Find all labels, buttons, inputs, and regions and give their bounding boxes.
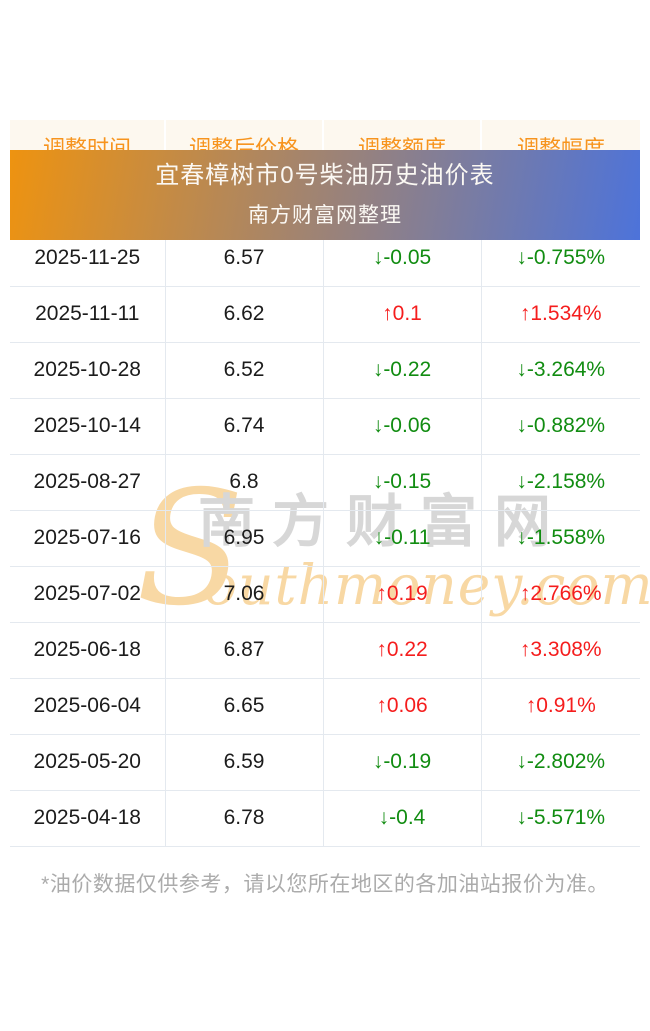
cell-change-amount: ↓-0.22	[322, 341, 481, 398]
cell-price-after: 6.62	[164, 285, 323, 342]
cell-price-after: 6.52	[164, 341, 323, 398]
cell-price-after: 6.8	[164, 453, 323, 510]
cell-adjust-date: 2025-06-18	[10, 621, 165, 678]
table-row: 2025-08-27 6.8 ↓-0.15 ↓-2.158%	[10, 453, 640, 510]
cell-price-after: 6.95	[164, 509, 323, 566]
cell-change-amount: ↓-0.19	[322, 733, 481, 790]
cell-change-amount: ↑0.22	[322, 621, 481, 678]
cell-change-pct: ↑1.534%	[480, 285, 640, 342]
cell-change-amount: ↓-0.06	[322, 397, 481, 454]
price-history-table: 调整时间 调整后价格 调整额度 调整幅度 2025-12-096.52↓-0.0…	[10, 120, 640, 847]
cell-change-pct: ↓-5.571%	[480, 789, 640, 847]
title-banner: 宜春樟树市0号柴油历史油价表 南方财富网整理	[10, 150, 640, 240]
disclaimer-note: *油价数据仅供参考，请以您所在地区的各加油站报价为准。	[41, 872, 609, 896]
cell-price-after: 6.65	[164, 677, 323, 734]
cell-change-pct: ↑0.91%	[480, 677, 640, 734]
table-row: 2025-07-02 7.06 ↑0.19 ↑2.766%	[10, 565, 640, 622]
cell-change-amount: ↑0.19	[322, 565, 481, 622]
price-table-body: 2025-12-096.52↓-0.05↓-0.761%2025-11-256.…	[10, 173, 640, 847]
table-row: 2025-11-11 6.62 ↑0.1 ↑1.534%	[10, 285, 640, 342]
cell-price-after: 6.74	[164, 397, 323, 454]
cell-change-amount: ↓-0.15	[322, 453, 481, 510]
cell-price-after: 6.78	[164, 789, 323, 847]
table-row: 2025-05-20 6.59 ↓-0.19 ↓-2.802%	[10, 733, 640, 790]
cell-change-amount: ↑0.1	[322, 285, 481, 342]
table-row: 2025-10-28 6.52 ↓-0.22 ↓-3.264%	[10, 341, 640, 398]
table-row: 2025-07-16 6.95 ↓-0.11 ↓-1.558%	[10, 509, 640, 566]
table-row: 2025-04-18 6.78 ↓-0.4 ↓-5.571%	[10, 789, 640, 847]
cell-adjust-date: 2025-10-14	[10, 397, 165, 454]
cell-adjust-date: 2025-05-20	[10, 733, 165, 790]
cell-change-pct: ↑2.766%	[480, 565, 640, 622]
cell-change-amount: ↓-0.4	[322, 789, 481, 847]
table-row: 2025-06-18 6.87 ↑0.22 ↑3.308%	[10, 621, 640, 678]
cell-adjust-date: 2025-07-02	[10, 565, 165, 622]
cell-change-pct: ↓-2.158%	[480, 453, 640, 510]
cell-change-pct: ↓-3.264%	[480, 341, 640, 398]
cell-change-pct: ↓-2.802%	[480, 733, 640, 790]
cell-adjust-date: 2025-07-16	[10, 509, 165, 566]
cell-adjust-date: 2025-11-11	[10, 285, 165, 342]
cell-adjust-date: 2025-04-18	[10, 789, 165, 847]
page-title: 宜春樟树市0号柴油历史油价表	[155, 162, 495, 189]
cell-change-pct: ↓-1.558%	[480, 509, 640, 566]
cell-change-pct: ↑3.308%	[480, 621, 640, 678]
cell-change-amount: ↑0.06	[322, 677, 481, 734]
cell-adjust-date: 2025-10-28	[10, 341, 165, 398]
cell-price-after: 7.06	[164, 565, 323, 622]
cell-change-pct: ↓-0.882%	[480, 397, 640, 454]
cell-adjust-date: 2025-08-27	[10, 453, 165, 510]
cell-price-after: 6.59	[164, 733, 323, 790]
page-subtitle: 南方财富网整理	[248, 204, 402, 227]
cell-change-amount: ↓-0.11	[322, 509, 481, 566]
table-row: 2025-06-04 6.65 ↑0.06 ↑0.91%	[10, 677, 640, 734]
cell-adjust-date: 2025-06-04	[10, 677, 165, 734]
oil-price-page: 宜春樟树市0号柴油历史油价表 南方财富网整理 S 南方财富网 outhmoney…	[0, 120, 650, 1031]
table-row: 2025-10-14 6.74 ↓-0.06 ↓-0.882%	[10, 397, 640, 454]
cell-price-after: 6.87	[164, 621, 323, 678]
